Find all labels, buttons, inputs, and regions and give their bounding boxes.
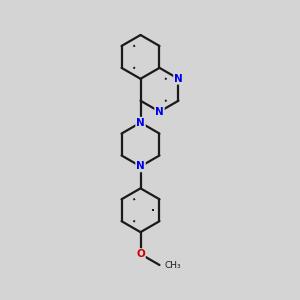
Text: N: N [136,118,145,128]
Text: N: N [136,161,145,171]
Text: N: N [174,74,183,84]
Text: O: O [136,249,145,259]
Text: CH₃: CH₃ [164,260,181,269]
Text: N: N [155,107,164,117]
